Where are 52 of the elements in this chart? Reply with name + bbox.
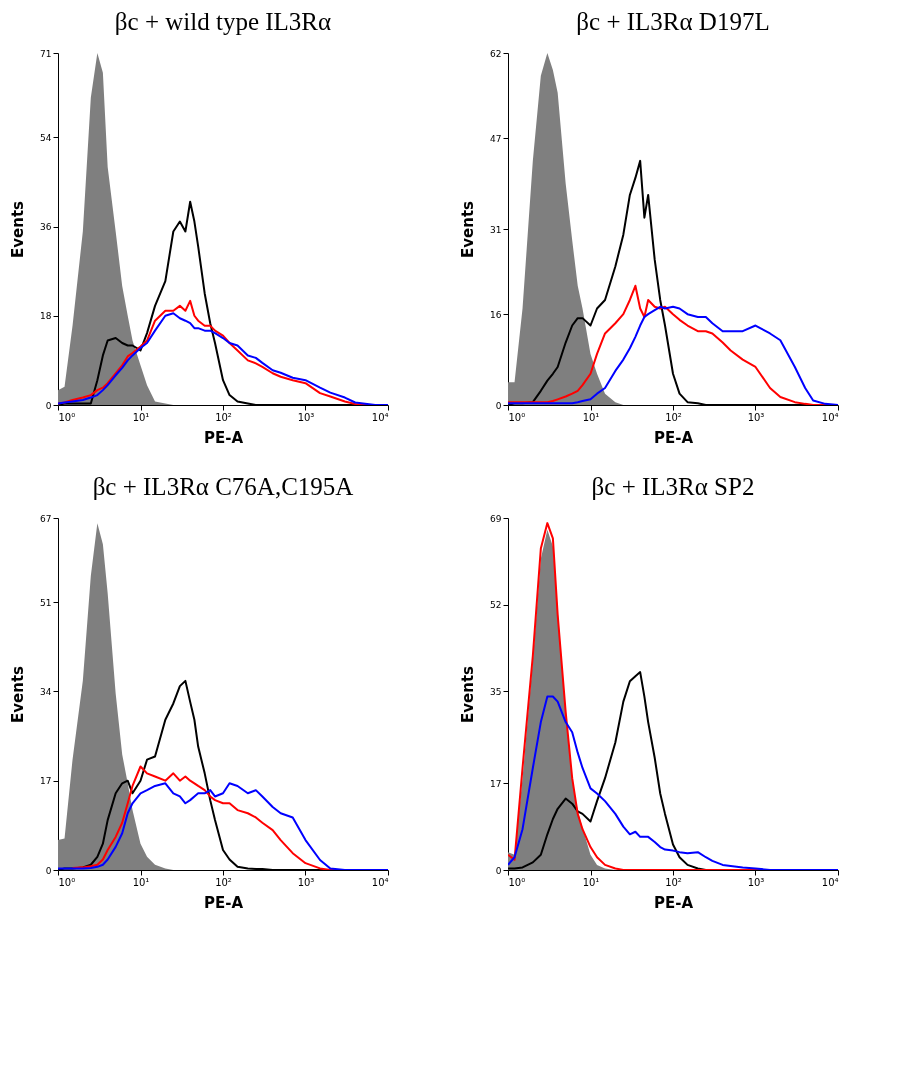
- chart-title: βc + wild type IL3Rα: [114, 8, 332, 35]
- y-tick-label: 36: [40, 222, 52, 233]
- x-axis-title: PE-A: [653, 893, 694, 912]
- y-tick-label: 35: [490, 686, 502, 697]
- y-tick-label: 18: [40, 311, 52, 322]
- y-tick-label: 54: [40, 132, 52, 143]
- x-tick-label: 10⁰: [58, 411, 76, 423]
- chart-title: βc + IL3Rα D197L: [576, 8, 770, 35]
- x-axis-title: PE-A: [203, 893, 244, 912]
- x-tick-label: 10¹: [582, 411, 600, 423]
- y-axis-title: Events: [459, 200, 478, 258]
- x-tick-label: 10¹: [132, 411, 150, 423]
- y-tick-label: 62: [490, 48, 502, 59]
- x-tick-label: 10⁴: [821, 876, 839, 888]
- x-tick-label: 10¹: [582, 876, 600, 888]
- y-tick-label: 71: [40, 48, 52, 59]
- y-axis-title: Events: [459, 665, 478, 723]
- x-axis-title: PE-A: [653, 428, 694, 447]
- y-tick-label: 51: [40, 597, 52, 608]
- x-tick-label: 10⁰: [508, 411, 526, 423]
- x-tick-label: 10²: [215, 411, 232, 423]
- x-tick-label: 10³: [297, 411, 315, 423]
- x-tick-label: 10²: [665, 876, 682, 888]
- y-tick-label: 17: [490, 778, 502, 789]
- y-axis-title: Events: [9, 200, 28, 258]
- x-tick-label: 10³: [747, 876, 765, 888]
- x-tick-label: 10¹: [132, 876, 150, 888]
- x-tick-label: 10³: [297, 876, 315, 888]
- y-tick-label: 16: [490, 309, 502, 320]
- y-axis-title: Events: [9, 665, 28, 723]
- y-tick-label: 34: [40, 686, 52, 697]
- x-tick-label: 10³: [747, 411, 765, 423]
- y-tick-label: 47: [490, 133, 502, 144]
- x-tick-label: 10⁴: [821, 411, 839, 423]
- y-tick-label: 52: [490, 600, 502, 611]
- x-tick-label: 10⁰: [58, 876, 76, 888]
- y-tick-label: 0: [495, 400, 502, 411]
- chart-title: βc + IL3Rα SP2: [591, 473, 755, 500]
- y-tick-label: 0: [45, 865, 52, 876]
- y-tick-label: 0: [45, 400, 52, 411]
- y-tick-label: 67: [40, 513, 52, 524]
- x-tick-label: 10⁴: [371, 411, 389, 423]
- y-tick-label: 0: [495, 865, 502, 876]
- x-tick-label: 10⁴: [371, 876, 389, 888]
- y-tick-label: 69: [490, 513, 502, 524]
- chart-title: βc + IL3Rα C76A,C195A: [92, 473, 354, 500]
- x-tick-label: 10⁰: [508, 876, 526, 888]
- x-axis-title: PE-A: [203, 428, 244, 447]
- y-tick-label: 17: [40, 776, 52, 787]
- x-tick-label: 10²: [665, 411, 682, 423]
- x-tick-label: 10²: [215, 876, 232, 888]
- y-tick-label: 31: [490, 224, 502, 235]
